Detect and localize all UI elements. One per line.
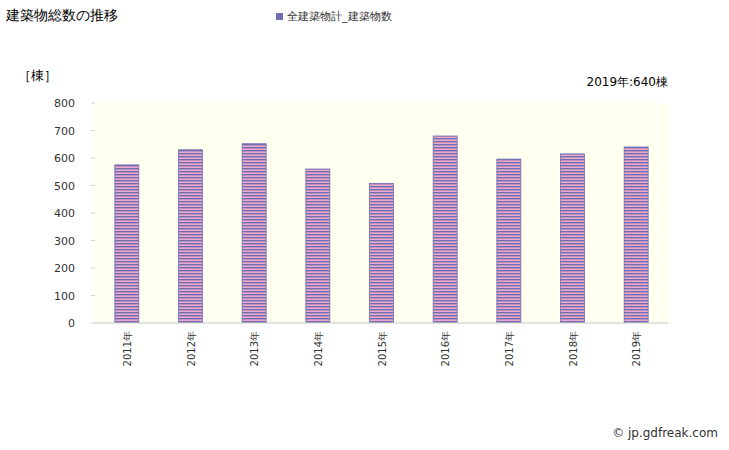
y-tick-label: 200: [54, 262, 75, 275]
legend-label: 全建築物計_建築物数: [287, 10, 392, 23]
x-tick-label: 2019年: [631, 331, 642, 366]
y-axis-label: ［棟］: [18, 68, 57, 83]
chart-svg: 建築物総数の推移 全建築物計_建築物数 ［棟］ 2019年:640棟 0 100 200 30…: [0, 0, 729, 450]
chart-container: 建築物総数の推移 全建築物計_建築物数 ［棟］ 2019年:640棟 0 100 200 30…: [0, 0, 729, 450]
source: © jp.gdfreak.com: [612, 426, 718, 440]
y-tick-label: 400: [54, 207, 75, 220]
bar: [306, 169, 330, 323]
legend-swatch: [276, 13, 283, 20]
plot-background: [95, 103, 668, 323]
bar: [561, 154, 585, 323]
y-tick-label: 300: [54, 235, 75, 248]
bar: [433, 136, 457, 323]
bar: [242, 144, 266, 323]
y-tick-label: 0: [68, 317, 75, 330]
x-tick-label: 2018年: [568, 331, 579, 366]
y-tick-label: 100: [54, 290, 75, 303]
x-axis: [95, 323, 668, 324]
bar: [115, 165, 139, 323]
y-tick: [91, 103, 95, 104]
annotation: 2019年:640棟: [587, 75, 669, 89]
y-tick: [91, 323, 95, 324]
bar: [497, 159, 521, 323]
bar: [370, 184, 394, 323]
bar: [624, 147, 648, 323]
y-tick: [91, 240, 95, 241]
y-tick: [91, 130, 95, 131]
x-tick-label: 2012年: [186, 331, 197, 366]
y-tick: [91, 158, 95, 159]
y-tick: [91, 268, 95, 269]
bar: [179, 150, 203, 323]
x-tick-label: 2014年: [313, 331, 324, 366]
y-tick-label: 700: [54, 125, 75, 138]
y-tick: [91, 185, 95, 186]
x-tick-label: 2016年: [440, 331, 451, 366]
y-tick-label: 500: [54, 180, 75, 193]
x-tick-label: 2015年: [377, 331, 388, 366]
title: 建築物総数の推移: [5, 7, 118, 23]
y-tick: [91, 213, 95, 214]
y-tick-label: 600: [54, 152, 75, 165]
x-tick-label: 2011年: [122, 331, 133, 366]
x-tick-label: 2017年: [504, 331, 515, 366]
bars: [115, 136, 648, 323]
y-tick-label: 800: [54, 97, 75, 110]
y-tick: [91, 295, 95, 296]
x-tick-label: 2013年: [249, 331, 260, 366]
